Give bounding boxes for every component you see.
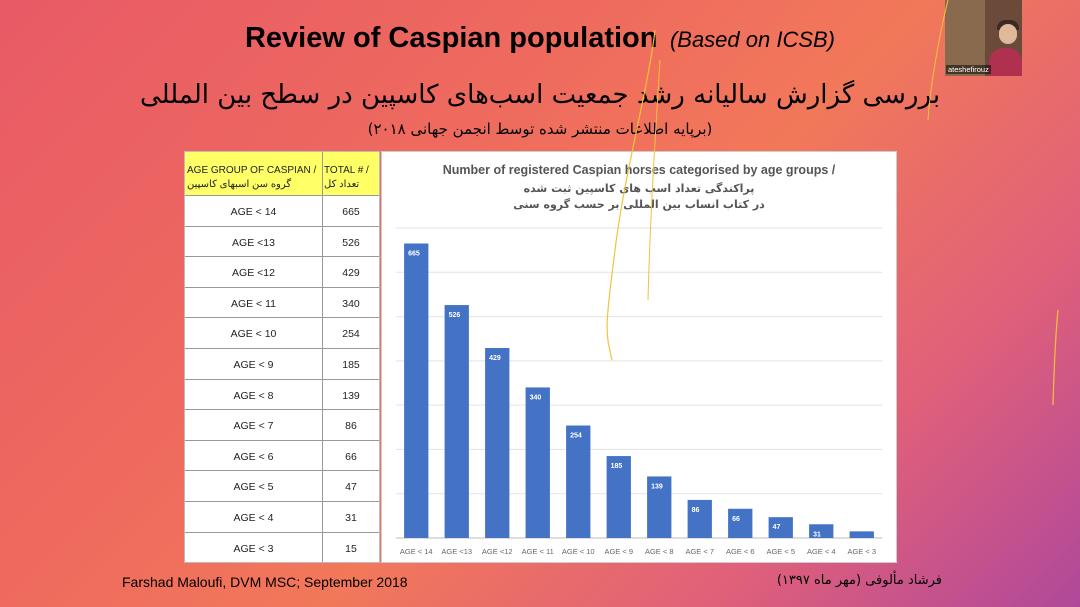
data-label: 526	[449, 312, 461, 319]
table-cell-total: 66	[345, 450, 357, 463]
footer-author-persian: فرشاد مألوفی (مهر ماه ۱۳۹۷)	[776, 573, 942, 588]
chart-plot: 665 AGE < 14 526 AGE <13 429 AGE <12 340 AGE < …	[396, 227, 882, 556]
data-label: 185	[611, 463, 623, 470]
chart-title-persian-2: در کتاب انساب بین المللی بر حسب گروه سنی	[513, 198, 765, 211]
table-cell-age: AGE <13	[232, 236, 275, 249]
bar	[444, 305, 469, 538]
x-tick-label: AGE <12	[482, 547, 513, 556]
x-tick-label: AGE < 4	[807, 547, 836, 556]
pen-stroke	[647, 59, 661, 301]
table-header-total: TOTAL # / تعداد کل	[324, 165, 369, 190]
x-tick-label: AGE < 6	[726, 547, 755, 556]
bar	[566, 425, 591, 538]
table-header-age-group: AGE GROUP OF CASPIAN / گروه سن اسبهای کا…	[187, 165, 317, 190]
table-cell-age: AGE < 10	[230, 328, 277, 341]
x-tick-label: AGE < 9	[604, 547, 633, 556]
table-cell-age: AGE < 4	[233, 512, 274, 524]
table-cell-total: 429	[342, 267, 360, 280]
table-row: AGE < 11 340	[185, 286, 379, 319]
slide-title-line: Review of Caspian population (Based on I…	[0, 22, 1080, 55]
table-column-divider	[322, 152, 323, 562]
table-cell-total: 31	[345, 512, 357, 524]
table-row: AGE <13 526	[185, 225, 379, 258]
table-cell-total: 254	[342, 328, 360, 341]
table-cell-age: AGE < 7	[233, 420, 274, 433]
x-tick-label: AGE < 3	[847, 547, 876, 556]
participant-name: ateshefirouz	[946, 65, 991, 74]
table-row: AGE < 5 47	[185, 470, 379, 502]
bar	[687, 499, 712, 538]
bar-chart: Number of registered Caspian horses cate…	[381, 151, 897, 563]
table-cell-age: AGE < 6	[233, 450, 274, 463]
data-label: 31	[813, 531, 821, 538]
bar	[768, 517, 793, 538]
x-tick-label: AGE < 5	[766, 547, 795, 556]
table-cell-total: 139	[342, 389, 360, 402]
bar	[404, 243, 429, 538]
table-cell-age: AGE < 14	[230, 206, 277, 218]
table-cell-age: AGE < 5	[233, 481, 274, 494]
bar	[809, 524, 834, 538]
footer-author: Farshad Maloufi, DVM MSC; September 2018	[122, 574, 408, 590]
video-thumbnail[interactable]: ateshefirouz	[945, 0, 1022, 76]
data-label: 86	[692, 507, 700, 514]
bar	[647, 476, 672, 538]
data-label: 139	[651, 483, 663, 490]
chart-title: Number of registered Caspian horses cate…	[442, 163, 836, 177]
participant-body	[989, 48, 1022, 76]
bookshelf-background	[945, 0, 985, 76]
table-cell-total: 15	[345, 542, 357, 555]
slide-persian-title: بررسی گزارش سالیانه رشد جمعیت اسب‌های کا…	[139, 80, 941, 110]
data-label: 66	[732, 516, 740, 523]
table-row: AGE < 14 665	[185, 195, 379, 227]
table-row: AGE < 8 139	[185, 378, 379, 411]
x-tick-label: AGE < 14	[400, 547, 433, 556]
data-label: 340	[530, 394, 542, 401]
participant-face	[999, 24, 1017, 44]
data-label: 429	[489, 355, 501, 362]
table-row: AGE < 7 86	[185, 409, 379, 441]
x-tick-label: AGE < 11	[522, 547, 554, 556]
slide-title-sub: (Based on ICSB)	[669, 27, 836, 52]
table-cell-age: AGE < 11	[230, 297, 277, 310]
bar	[525, 387, 550, 538]
table-row: AGE < 9 185	[185, 348, 379, 380]
table-cell-age: AGE < 9	[233, 359, 274, 371]
bar	[485, 348, 510, 538]
data-label: 47	[773, 524, 781, 531]
table-row: AGE < 10 254	[185, 317, 379, 349]
table-cell-total: 340	[342, 297, 360, 310]
table-row: AGE < 3 15	[185, 531, 379, 564]
table-cell-total: 86	[345, 420, 357, 433]
table-cell-total: 665	[342, 206, 360, 218]
table-cell-age: AGE < 8	[233, 389, 274, 402]
table-header: AGE GROUP OF CASPIAN / گروه سن اسبهای کا…	[185, 152, 379, 195]
table-cell-total: 526	[342, 236, 360, 249]
age-group-table: AGE GROUP OF CASPIAN / گروه سن اسبهای کا…	[184, 151, 380, 563]
x-tick-label: AGE <13	[441, 547, 472, 556]
bar	[728, 508, 753, 538]
data-label: 15	[854, 538, 862, 545]
pen-stroke	[1052, 309, 1059, 406]
bar	[849, 531, 874, 538]
table-row: AGE < 6 66	[185, 439, 379, 472]
x-tick-label: AGE < 7	[685, 547, 714, 556]
pen-stroke	[927, 0, 949, 121]
pen-stroke	[606, 29, 656, 361]
data-label: 254	[570, 433, 582, 440]
table-cell-age: AGE <12	[232, 267, 275, 280]
x-tick-label: AGE < 10	[562, 547, 595, 556]
x-tick-label: AGE < 8	[645, 547, 674, 556]
chart-title-persian-1: پراکندگی تعداد اسب های کاسپین ثبت شده	[523, 182, 755, 195]
table-cell-total: 185	[342, 359, 360, 371]
slide-title: Review of Caspian population	[244, 22, 658, 54]
data-label: 665	[408, 251, 420, 258]
table-row: AGE < 4 31	[185, 501, 379, 533]
table-row: AGE <12 429	[185, 256, 379, 288]
table-cell-age: AGE < 3	[233, 542, 274, 555]
bar	[606, 456, 631, 538]
table-cell-total: 47	[345, 481, 357, 494]
